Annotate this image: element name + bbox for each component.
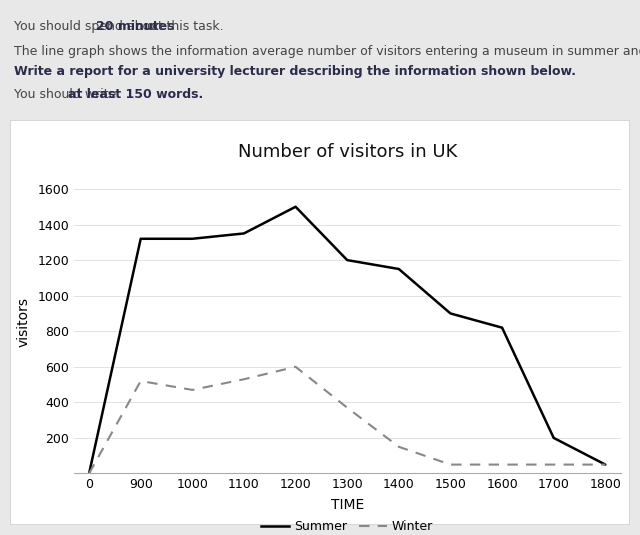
Text: You should write: You should write (14, 88, 120, 101)
Title: Number of visitors in UK: Number of visitors in UK (237, 143, 457, 162)
Legend: Summer, Winter: Summer, Winter (257, 515, 438, 535)
Y-axis label: visitors: visitors (17, 297, 31, 347)
Text: Write a report for a university lecturer describing the information shown below.: Write a report for a university lecturer… (14, 65, 576, 78)
Text: 20 minutes: 20 minutes (96, 20, 175, 33)
Text: The line graph shows the information average number of visitors entering a museu: The line graph shows the information ave… (14, 45, 640, 58)
X-axis label: TIME: TIME (331, 498, 364, 511)
Text: on this task.: on this task. (143, 20, 223, 33)
Text: at least 150 words.: at least 150 words. (68, 88, 204, 101)
Text: You should spend about: You should spend about (14, 20, 167, 33)
